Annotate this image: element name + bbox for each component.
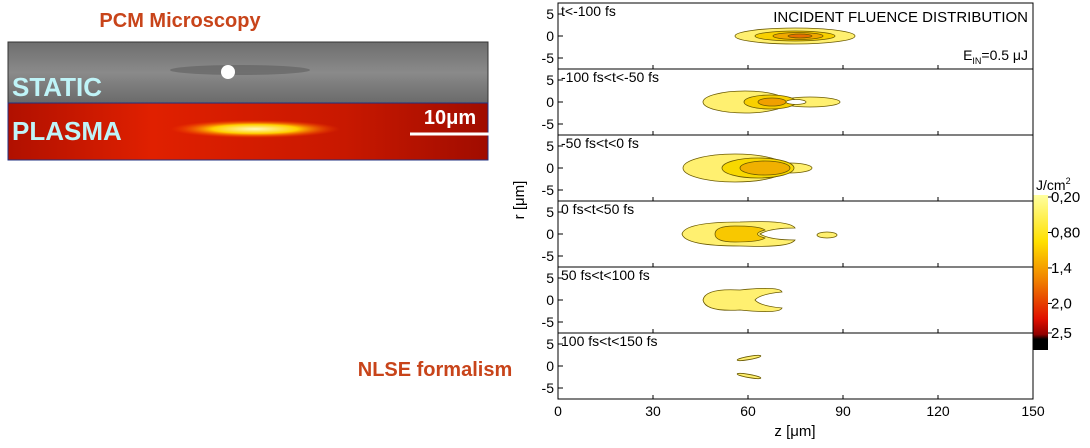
panel-label: 50 fs<t<100 fs [561,267,650,283]
energy-label: EIN=0.5 μJ [963,47,1028,66]
colorbar-unit-main: J/cm [1036,177,1066,193]
y-tick-label: 0 [546,28,554,44]
x-tick-label: 60 [740,403,756,419]
x-tick-label: 30 [645,403,661,419]
contour [757,97,787,107]
static-shadow [170,65,310,75]
colorbar-tick-label: 2,0 [1051,295,1072,312]
y-tick-label: -5 [542,380,555,396]
y-tick-label: 0 [546,226,554,242]
panel-label: -50 fs<t<0 fs [561,135,639,151]
static-spot [221,65,235,79]
colorbar-tick-label: 1,4 [1051,260,1072,277]
panel-label: 100 fs<t<150 fs [561,333,658,349]
colorbar-tick-label: 2,5 [1051,325,1072,342]
contour [816,231,838,239]
colorbar-tick-label: 0,80 [1051,224,1080,241]
y-tick-label: -5 [542,116,555,132]
left-title: PCM Microscopy [99,10,261,32]
colorbar-unit-sup: 2 [1066,176,1071,186]
y-tick-label: 0 [546,358,554,374]
y-tick-label: 5 [546,270,554,286]
energy-rest: =0.5 μJ [981,47,1028,63]
panel-label: t<-100 fs [561,3,616,19]
energy-main: E [963,47,972,63]
energy-sub: IN [972,56,981,66]
y-tick-label: 5 [546,6,554,22]
x-tick-label: 90 [835,403,851,419]
plasma-label: PLASMA [12,116,122,146]
x-axis-label: z [μm] [774,423,815,440]
y-tick-label: -5 [542,50,555,66]
contour [736,372,762,380]
contour [787,33,813,39]
contours [681,27,856,380]
y-tick-label: 5 [546,336,554,352]
bottom-label: NLSE formalism [358,359,512,381]
scale-bar-label: 10μm [424,107,476,129]
contour [739,160,791,176]
contour [702,288,783,312]
y-tick-label: 5 [546,138,554,154]
x-tick-label: 0 [554,403,562,419]
panel-label: -100 fs<t<-50 fs [561,69,659,85]
plasma-streak [170,120,340,138]
y-tick-label: 0 [546,292,554,308]
y-tick-label: -5 [542,182,555,198]
static-label: STATIC [12,72,102,102]
y-tick-label: 5 [546,72,554,88]
y-axis-label: r [μm] [511,181,528,220]
y-tick-label: 0 [546,94,554,110]
contour [714,225,766,243]
y-tick-label: -5 [542,314,555,330]
panel-label: 0 fs<t<50 fs [561,201,634,217]
colorbar-unit: J/cm2 [1036,176,1071,193]
x-tick-label: 120 [926,403,950,419]
contour [785,99,807,105]
y-tick-label: -5 [542,248,555,264]
contour [736,354,762,362]
plot-title: INCIDENT FLUENCE DISTRIBUTION [773,9,1028,26]
y-tick-label: 5 [546,204,554,220]
x-tick-label: 150 [1021,403,1045,419]
colorbar-tick-label: 0,20 [1051,189,1080,206]
colorbar [1033,195,1048,350]
y-tick-label: 0 [546,160,554,176]
